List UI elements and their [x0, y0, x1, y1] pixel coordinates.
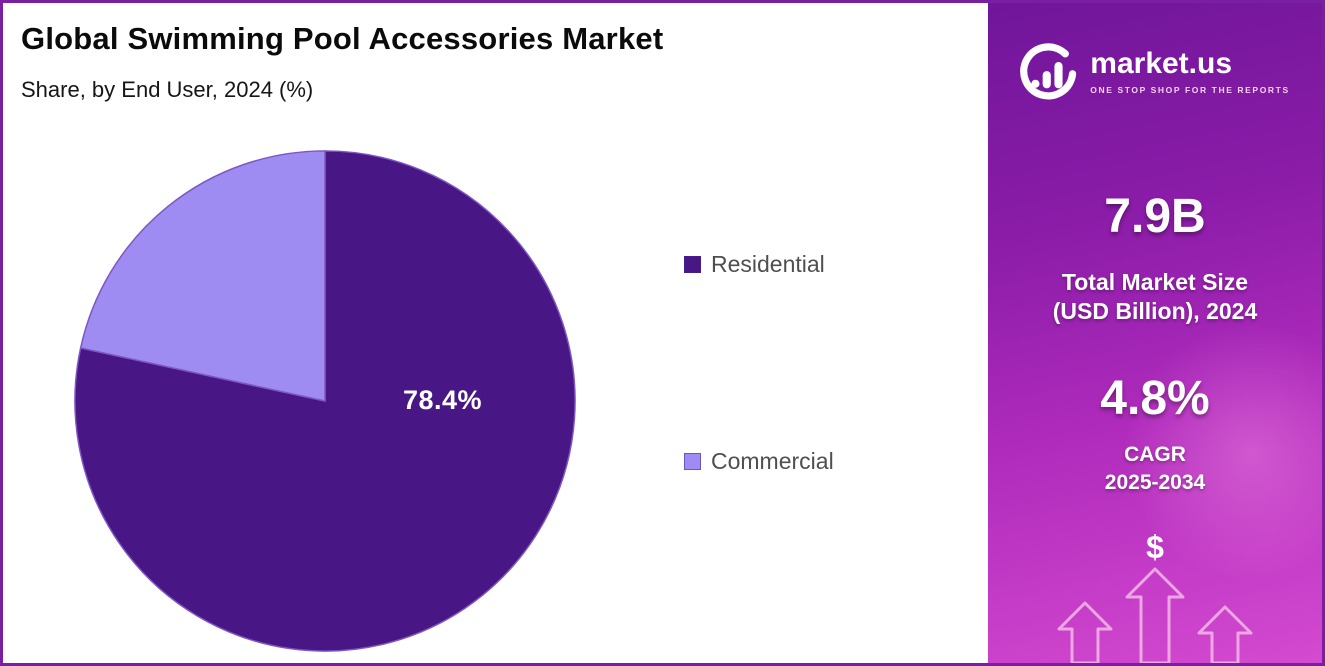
pie-slice-commercial: [79, 150, 326, 402]
pie-svg: [74, 150, 576, 652]
panel-glow-decoration: [1122, 323, 1322, 583]
legend-label-commercial: Commercial: [711, 448, 834, 474]
growth-arrows-icon: [1057, 567, 1253, 663]
legend-swatch-residential: [684, 256, 701, 273]
legend: Residential Commercial: [684, 3, 944, 663]
cagr-label-line1: CAGR: [1124, 443, 1186, 466]
page-title: Global Swimming Pool Accessories Market: [21, 21, 664, 56]
dollar-sign: $: [1146, 529, 1164, 565]
cagr-label: CAGR 2025-2034: [988, 441, 1322, 498]
brand-text: market.us ONE STOP SHOP FOR THE REPORTS: [1090, 43, 1290, 96]
brand-tagline: ONE STOP SHOP FOR THE REPORTS: [1090, 85, 1290, 95]
legend-item-commercial: Commercial: [684, 448, 834, 475]
cagr-label-line2: 2025-2034: [1104, 471, 1206, 495]
market-us-logo-icon: [1020, 43, 1077, 100]
legend-item-residential: Residential: [684, 251, 825, 278]
page-subtitle: Share, by End User, 2024 (%): [21, 77, 314, 102]
pie-data-label: 78.4%: [403, 385, 483, 415]
market-size-label-line1: Total Market Size: [1061, 269, 1249, 295]
market-size-label: Total Market Size (USD Billion), 2024: [988, 268, 1322, 327]
market-size-value: 7.9B: [1104, 190, 1206, 243]
pie-chart: 78.4%: [67, 143, 583, 659]
brand-logo: market.us ONE STOP SHOP FOR THE REPORTS: [988, 43, 1322, 101]
brand-name: market.us: [1090, 47, 1233, 80]
sidebar: market.us ONE STOP SHOP FOR THE REPORTS …: [988, 3, 1322, 663]
legend-label-residential: Residential: [711, 251, 825, 277]
legend-swatch-commercial: [684, 453, 701, 470]
market-size-label-line2: (USD Billion), 2024: [1052, 298, 1258, 325]
cagr-value: 4.8%: [1100, 372, 1210, 425]
